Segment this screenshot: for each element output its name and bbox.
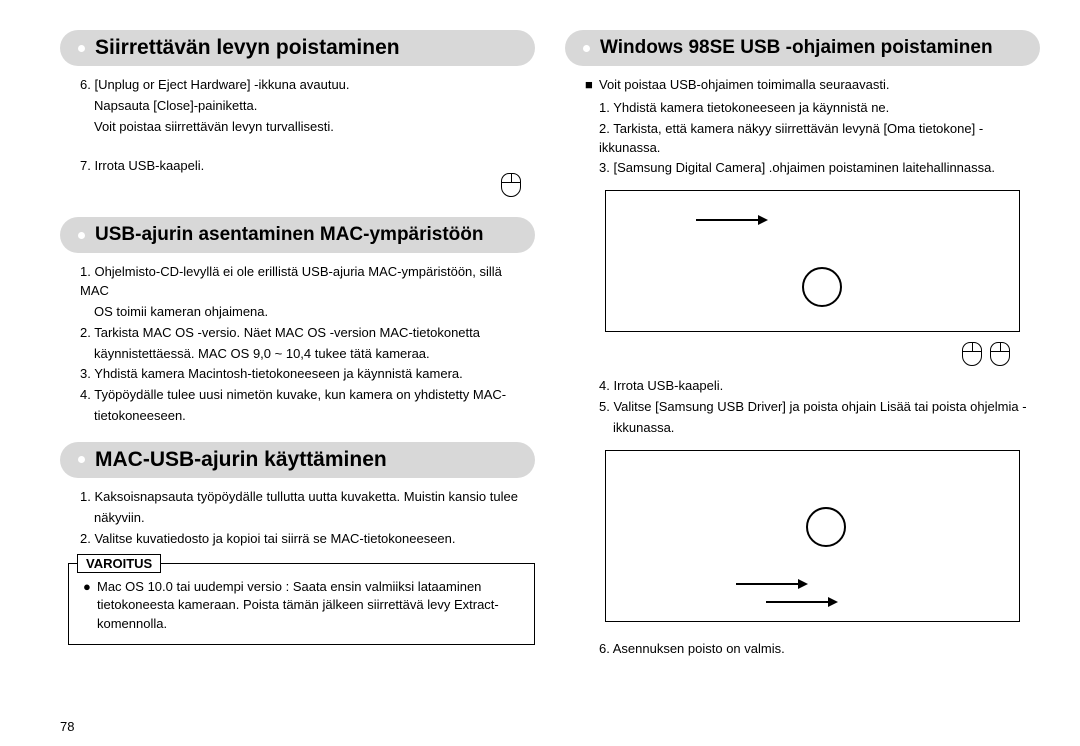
text-line: 4. Irrota USB-kaapeli. [599, 377, 1036, 396]
header-dot-icon [583, 45, 590, 52]
text-line: 1. Kaksoisnapsauta työpöydälle tullutta … [80, 488, 531, 507]
mouse-icon [501, 173, 521, 197]
text-line: 2. Tarkista MAC OS -versio. Näet MAC OS … [80, 324, 531, 343]
body-block-2: 1. Ohjelmisto-CD-levyllä ei ole erillist… [60, 263, 535, 428]
dialog-placeholder-2 [605, 450, 1020, 622]
header-dot-icon [78, 45, 85, 52]
header-dot-icon [78, 456, 85, 463]
dialog-placeholder-1 [605, 190, 1020, 332]
text-line: Voit poistaa USB-ohjaimen toimimalla seu… [599, 76, 889, 95]
text-line: OS toimii kameran ohjaimena. [80, 303, 531, 322]
text-line: 6. Asennuksen poisto on valmis. [599, 640, 1036, 659]
header-title: Windows 98SE USB -ohjaimen poistaminen [600, 37, 993, 59]
header-dot-icon [78, 232, 85, 239]
body-block-3: 1. Kaksoisnapsauta työpöydälle tullutta … [60, 488, 535, 551]
body-block-right-3: 6. Asennuksen poisto on valmis. [565, 640, 1040, 661]
text-line: tietokoneeseen. [80, 407, 531, 426]
section-header-remove-disk: Siirrettävän levyn poistaminen [60, 30, 535, 66]
body-block-right-1: ■ Voit poistaa USB-ohjaimen toimimalla s… [565, 76, 1040, 180]
text-line: 3. Yhdistä kamera Macintosh-tietokoneese… [80, 365, 531, 384]
text-line: tietokoneesta kameraan. Poista tämän jäl… [97, 596, 499, 615]
header-title: USB-ajurin asentaminen MAC-ympäristöön [95, 224, 484, 246]
text-line: 1. Yhdistä kamera tietokoneeseen ja käyn… [599, 99, 1036, 118]
section-header-mac-use: MAC-USB-ajurin käyttäminen [60, 442, 535, 478]
arrow-icon [736, 583, 806, 585]
text-line: näkyviin. [80, 509, 531, 528]
text-line: Napsauta [Close]-painiketta. [80, 97, 531, 116]
section-header-win98: Windows 98SE USB -ohjaimen poistaminen [565, 30, 1040, 66]
text-line: 3. [Samsung Digital Camera] .ohjaimen po… [599, 159, 1036, 178]
text-line: 4. Työpöydälle tulee uusi nimetön kuvake… [80, 386, 531, 405]
mouse-icon [962, 342, 982, 366]
header-title: MAC-USB-ajurin käyttäminen [95, 448, 387, 472]
warning-body: ● Mac OS 10.0 tai uudempi versio : Saata… [83, 574, 520, 635]
text-line: 5. Valitse [Samsung USB Driver] ja poist… [599, 398, 1036, 417]
mouse-icon [990, 342, 1010, 366]
circle-highlight-icon [806, 507, 846, 547]
text-line: ikkunassa. [599, 419, 1036, 438]
text-line: Voit poistaa siirrettävän levyn turvalli… [80, 118, 531, 137]
right-column: Windows 98SE USB -ohjaimen poistaminen ■… [565, 30, 1040, 736]
body-block-right-2: 4. Irrota USB-kaapeli. 5. Valitse [Samsu… [565, 377, 1040, 440]
arrow-icon [696, 219, 766, 221]
text-line: käynnistettäessä. MAC OS 9,0 ~ 10,4 tuke… [80, 345, 531, 364]
body-block-1: 6. [Unplug or Eject Hardware] -ikkuna av… [60, 76, 535, 203]
text-line: 1. Ohjelmisto-CD-levyllä ei ole erillist… [80, 263, 531, 301]
text-line: 6. [Unplug or Eject Hardware] -ikkuna av… [80, 76, 531, 95]
square-bullet-icon: ■ [585, 76, 599, 95]
warning-label: VAROITUS [77, 554, 161, 573]
text-line: Mac OS 10.0 tai uudempi versio : Saata e… [97, 578, 499, 597]
manual-page: Siirrettävän levyn poistaminen 6. [Unplu… [0, 0, 1080, 746]
section-header-mac-install: USB-ajurin asentaminen MAC-ympäristöön [60, 217, 535, 253]
text-line: 2. Tarkista, että kamera näkyy siirrettä… [599, 120, 1036, 158]
text-line: komennolla. [97, 615, 499, 634]
arrow-icon [766, 601, 836, 603]
bullet-icon: ● [83, 578, 97, 635]
warning-box: VAROITUS ● Mac OS 10.0 tai uudempi versi… [68, 563, 535, 646]
text-line: 2. Valitse kuvatiedosto ja kopioi tai si… [80, 530, 531, 549]
left-column: Siirrettävän levyn poistaminen 6. [Unplu… [60, 30, 535, 736]
header-title: Siirrettävän levyn poistaminen [95, 36, 400, 60]
circle-highlight-icon [802, 267, 842, 307]
page-number: 78 [60, 719, 74, 734]
